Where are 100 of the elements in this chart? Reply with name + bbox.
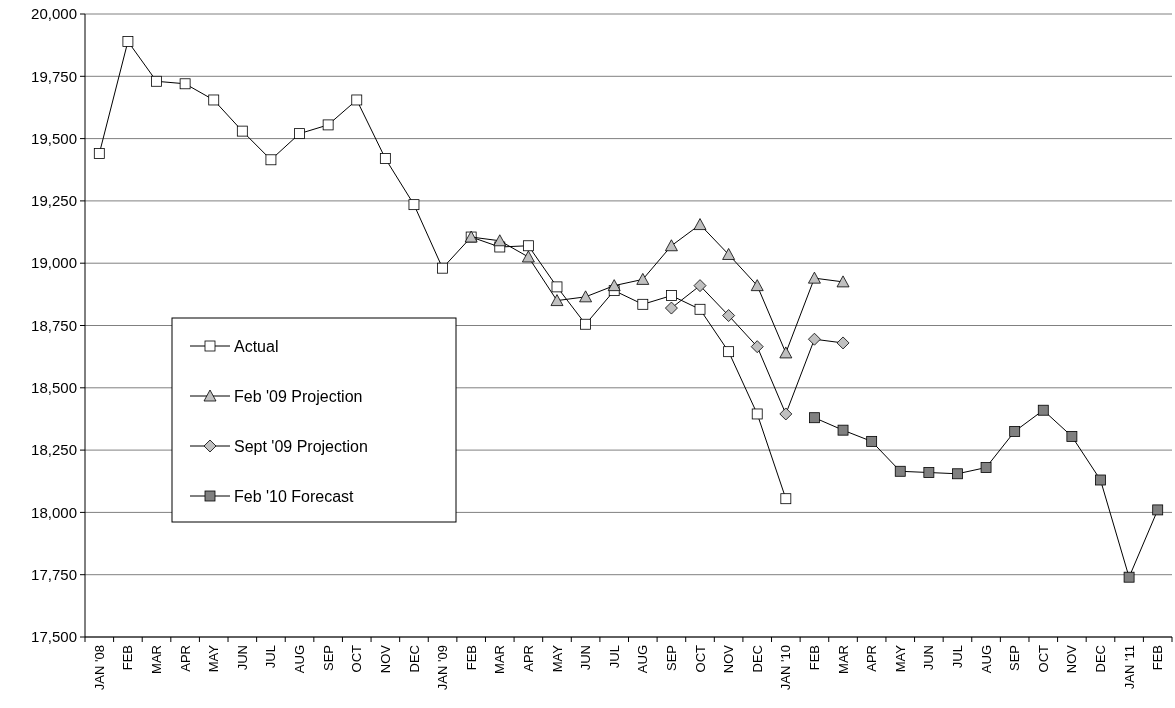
point: [693, 279, 707, 293]
legend-label: Feb '09 Projection: [234, 387, 363, 405]
legend-label: Feb '10 Forecast: [234, 487, 355, 505]
point: [580, 318, 591, 330]
point: [607, 279, 621, 292]
y-tick-label: 18,500: [31, 379, 77, 397]
x-tick-label: FEB: [1150, 645, 1166, 671]
x-tick-label: FEB: [120, 645, 136, 671]
point: [808, 332, 821, 346]
point: [751, 408, 763, 420]
x-tick-label: DEC: [406, 645, 422, 673]
point: [265, 154, 277, 166]
x-tick-label: MAR: [149, 645, 165, 674]
point: [779, 346, 793, 359]
x-tick-label: DEC: [1093, 645, 1109, 673]
point: [665, 239, 678, 252]
y-tick-label: 19,750: [31, 67, 77, 85]
point: [666, 290, 677, 301]
point: [722, 248, 736, 260]
x-tick-label: OCT: [1035, 644, 1051, 673]
legend-label: Sept '09 Projection: [234, 437, 368, 455]
point: [493, 234, 507, 247]
point: [694, 303, 706, 315]
x-tick-label: JUL: [263, 645, 279, 669]
y-tick-label: 18,250: [31, 441, 77, 459]
y-tick-label: 19,500: [31, 129, 77, 147]
point: [923, 467, 935, 478]
x-tick-label: APR: [864, 645, 880, 672]
point: [693, 218, 707, 230]
y-tick-label: 20,000: [31, 5, 77, 23]
x-tick-label: JUL: [606, 645, 622, 669]
x-tick-label: AUG: [978, 645, 994, 674]
point: [579, 290, 592, 303]
point: [208, 94, 220, 106]
x-tick-label: NOV: [721, 644, 737, 674]
point: [980, 462, 992, 473]
x-tick-label: SEP: [1007, 645, 1023, 672]
point: [809, 412, 820, 424]
point: [722, 309, 736, 322]
y-tick-label: 18,750: [31, 316, 77, 334]
point: [780, 493, 792, 505]
x-tick-label: MAR: [492, 645, 508, 674]
point: [1066, 430, 1078, 442]
y-tick-label: 17,500: [31, 628, 77, 646]
point: [750, 340, 764, 354]
x-tick-label: NOV: [1064, 644, 1080, 674]
y-tick-label: 17,750: [31, 565, 77, 583]
point: [236, 125, 248, 137]
x-tick-label: FEB: [806, 645, 822, 671]
x-tick-label: MAY: [892, 644, 908, 673]
x-tick-label: JAN '08: [91, 645, 107, 691]
point: [636, 273, 650, 285]
point: [1152, 504, 1164, 516]
x-tick-label: DEC: [749, 645, 765, 673]
legend-label: Actual: [234, 337, 279, 355]
point: [379, 153, 391, 164]
y-tick-label: 19,250: [31, 192, 77, 210]
point: [179, 78, 191, 90]
x-tick-label: SEP: [663, 645, 679, 672]
point: [437, 262, 448, 274]
x-tick-label: MAR: [835, 645, 851, 674]
x-tick-label: APR: [177, 645, 193, 672]
point: [952, 468, 963, 480]
x-tick-label: JUN: [921, 645, 937, 671]
point: [779, 407, 793, 421]
point: [551, 281, 563, 293]
y-tick-label: 19,000: [31, 254, 77, 272]
x-tick-label: JAN '09: [435, 645, 451, 691]
x-tick-label: JAN '11: [1121, 645, 1137, 690]
point: [294, 128, 305, 140]
x-tick-label: AUG: [292, 645, 308, 674]
point: [1037, 404, 1049, 416]
x-tick-label: OCT: [349, 644, 365, 673]
point: [836, 275, 850, 288]
point: [808, 271, 821, 284]
x-tick-label: APR: [520, 645, 536, 672]
x-tick-label: NOV: [377, 644, 393, 674]
x-tick-label: AUG: [635, 645, 651, 674]
point: [866, 435, 878, 447]
x-tick-label: MAY: [206, 644, 222, 673]
x-tick-label: JUL: [950, 645, 966, 669]
point: [550, 294, 564, 306]
point: [894, 465, 906, 477]
point: [408, 199, 420, 211]
x-tick-label: OCT: [692, 644, 708, 673]
x-tick-label: JUN: [234, 645, 250, 671]
point: [351, 94, 363, 106]
point: [1009, 426, 1021, 437]
point: [1095, 474, 1106, 486]
x-tick-label: JUN: [578, 645, 594, 671]
point: [637, 298, 649, 310]
point: [836, 336, 850, 350]
point: [665, 301, 678, 315]
y-tick-label: 18,000: [31, 503, 77, 521]
point: [723, 346, 735, 358]
point: [522, 240, 534, 252]
x-tick-label: SEP: [320, 645, 336, 672]
x-tick-label: MAY: [549, 644, 565, 673]
point: [122, 36, 134, 47]
point: [750, 279, 764, 292]
